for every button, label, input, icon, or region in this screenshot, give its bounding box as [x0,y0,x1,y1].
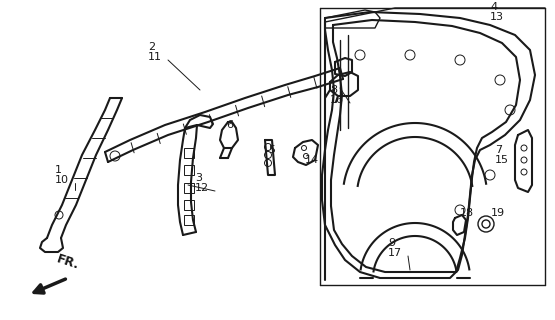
Text: 9: 9 [388,238,395,248]
Bar [184,183,194,193]
Text: 14: 14 [305,155,319,165]
Text: 19: 19 [491,208,505,218]
Text: 16: 16 [330,95,344,105]
Text: 3: 3 [195,173,202,183]
Text: 13: 13 [490,12,504,22]
Text: FR.: FR. [55,252,81,272]
Text: 12: 12 [195,183,209,193]
Bar [184,215,194,225]
Text: 17: 17 [388,248,402,258]
Text: 5: 5 [268,145,275,155]
Text: 4: 4 [490,2,497,12]
Bar [184,200,194,210]
Text: 15: 15 [495,155,509,165]
Text: 10: 10 [55,175,69,185]
Text: 1: 1 [55,165,62,175]
Bar [184,148,194,158]
Bar [184,165,194,175]
Text: 6: 6 [226,120,233,130]
Text: 11: 11 [148,52,162,62]
Text: 8: 8 [330,85,337,95]
Text: 18: 18 [460,208,474,218]
Text: 7: 7 [495,145,502,155]
Text: 2: 2 [148,42,155,52]
